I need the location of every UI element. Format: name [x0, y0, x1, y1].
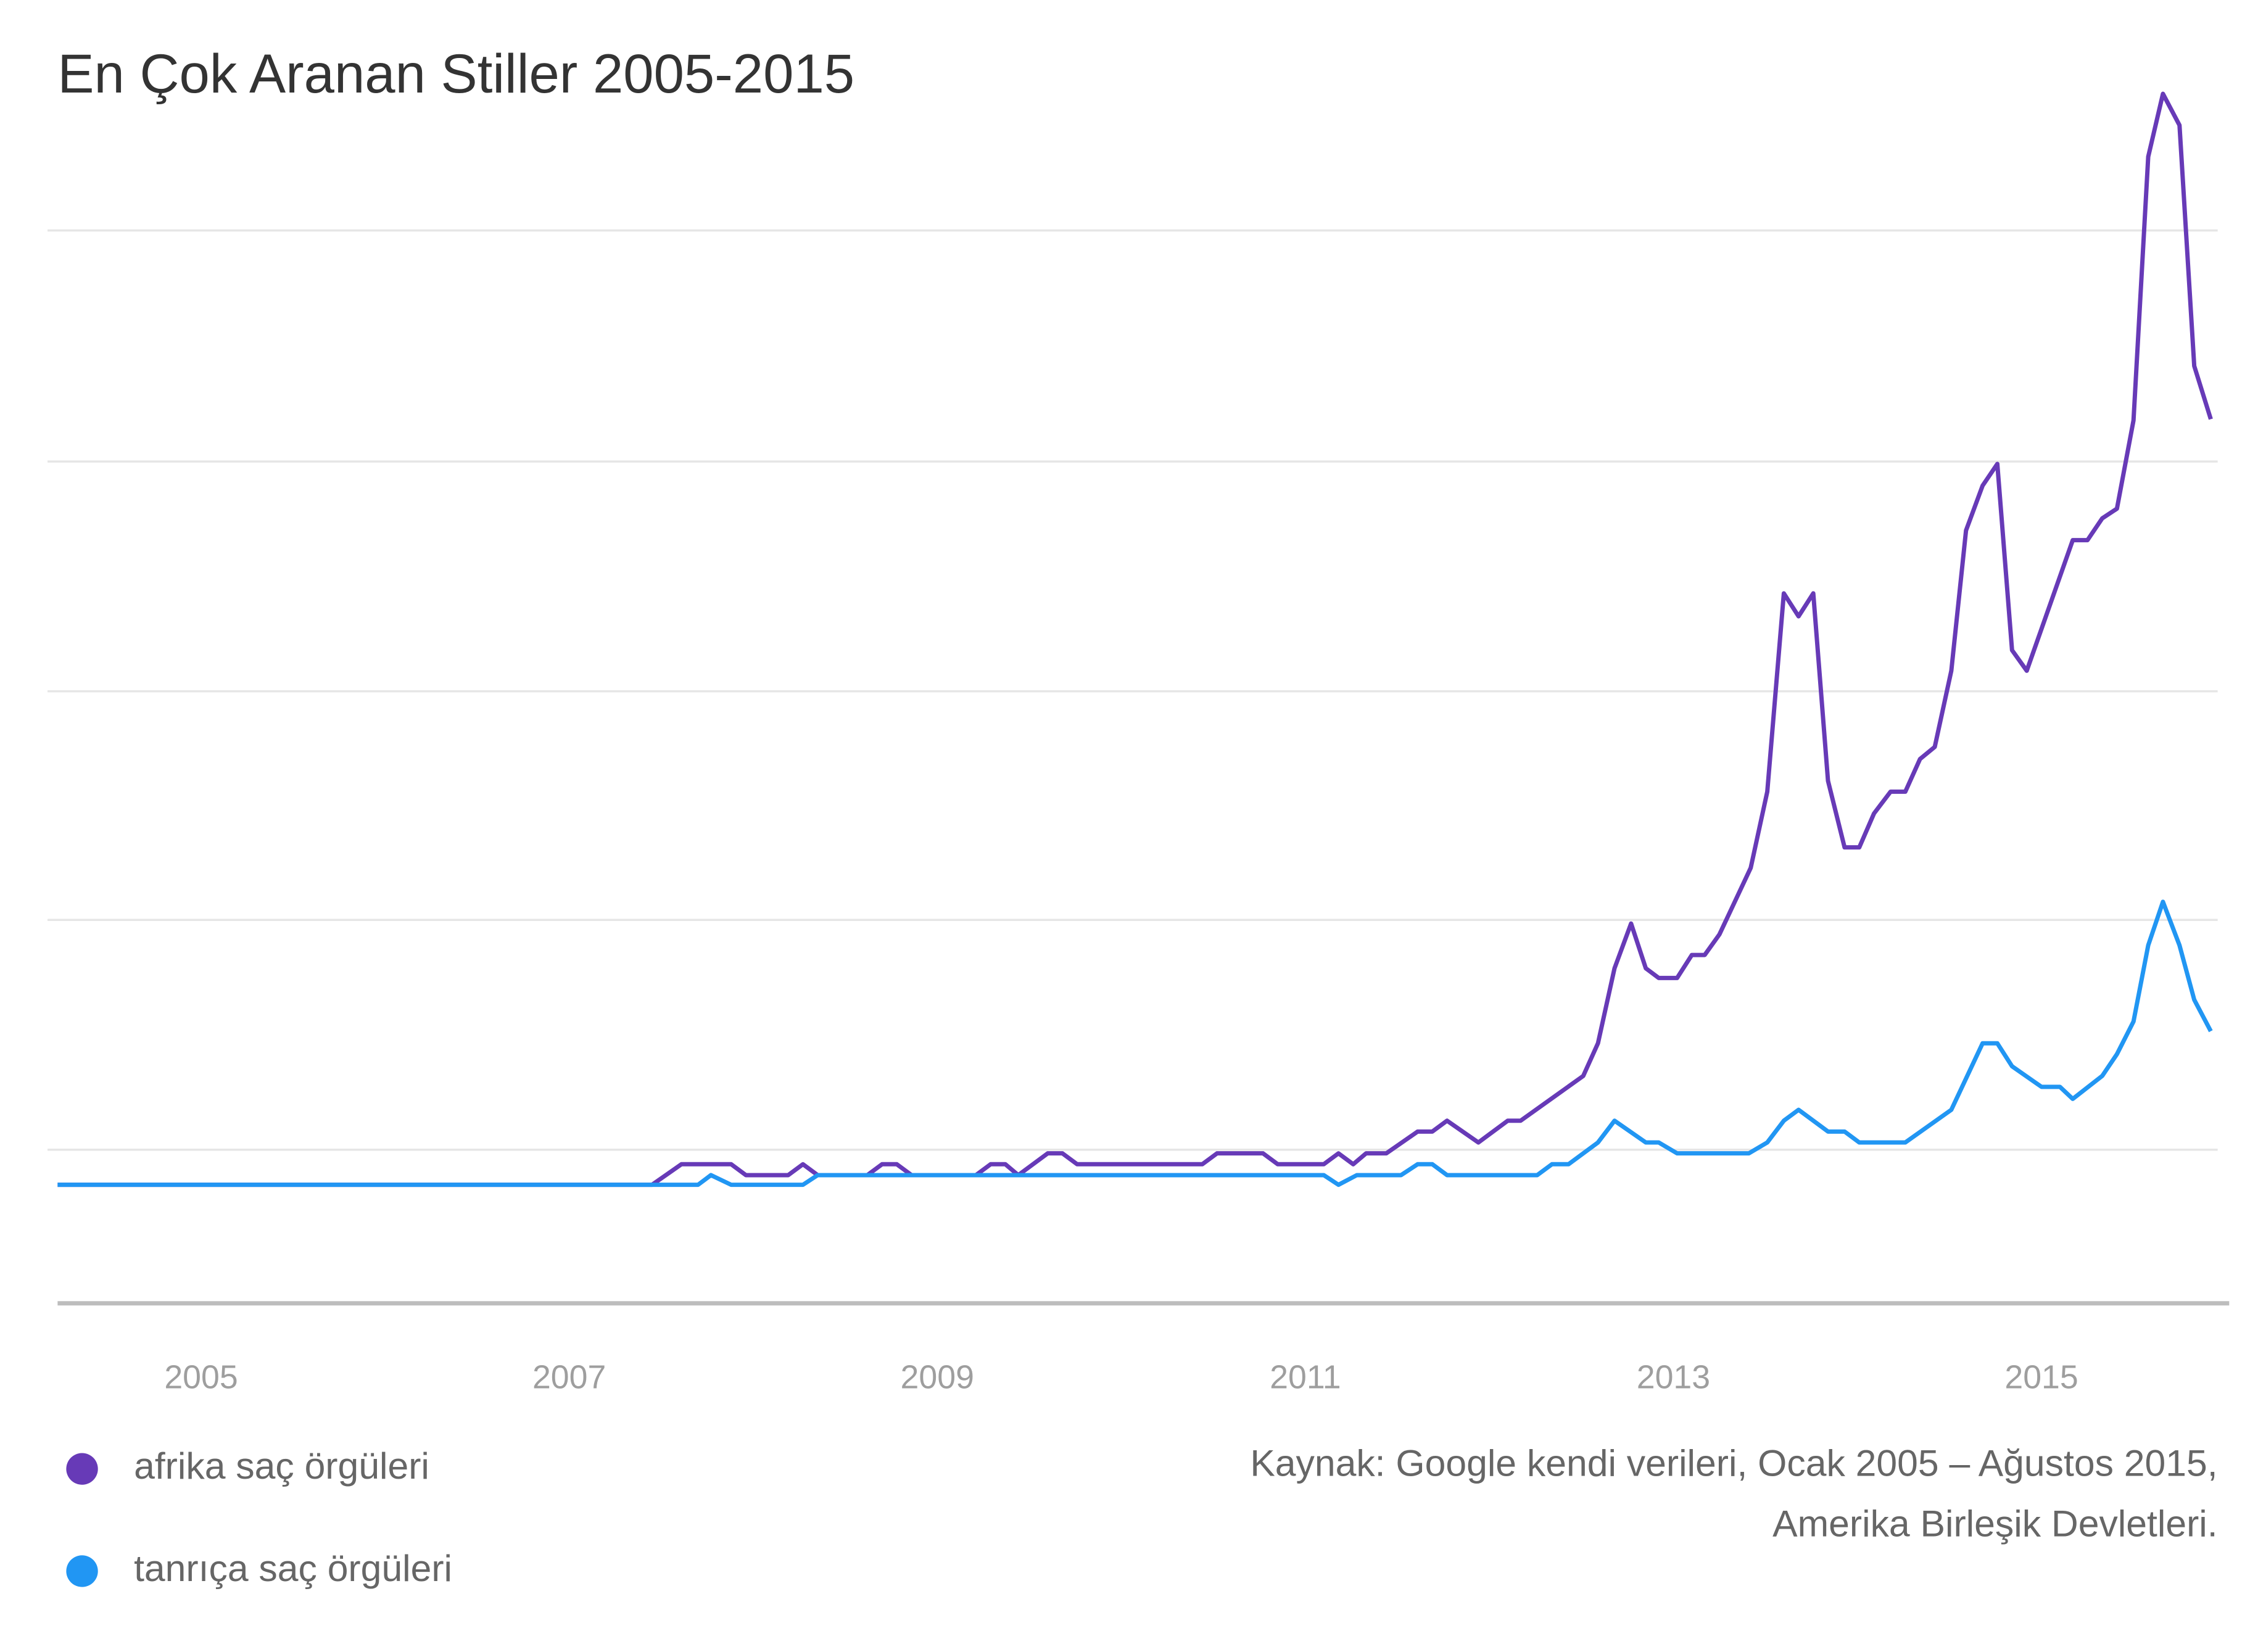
x-tick-label: 2007	[532, 1359, 606, 1396]
legend-marker	[66, 1453, 98, 1485]
source-note: Amerika Birleşik Devletleri.	[1772, 1503, 2217, 1545]
chart-title: En Çok Aranan Stiller 2005-2015	[57, 43, 854, 104]
x-tick-label: 2009	[901, 1359, 974, 1396]
legend-label: tanrıça saç örgüleri	[134, 1547, 452, 1589]
source-note: Kaynak: Google kendi verileri, Ocak 2005…	[1250, 1442, 2217, 1484]
x-tick-label: 2015	[2004, 1359, 2078, 1396]
x-tick-label: 2005	[164, 1359, 238, 1396]
x-tick-label: 2013	[1637, 1359, 1710, 1396]
legend-marker	[66, 1555, 98, 1587]
x-tick-label: 2011	[1270, 1359, 1341, 1396]
series-line	[57, 91, 2213, 1187]
series-line	[57, 899, 2213, 1187]
legend-label: afrika saç örgüleri	[134, 1445, 429, 1487]
